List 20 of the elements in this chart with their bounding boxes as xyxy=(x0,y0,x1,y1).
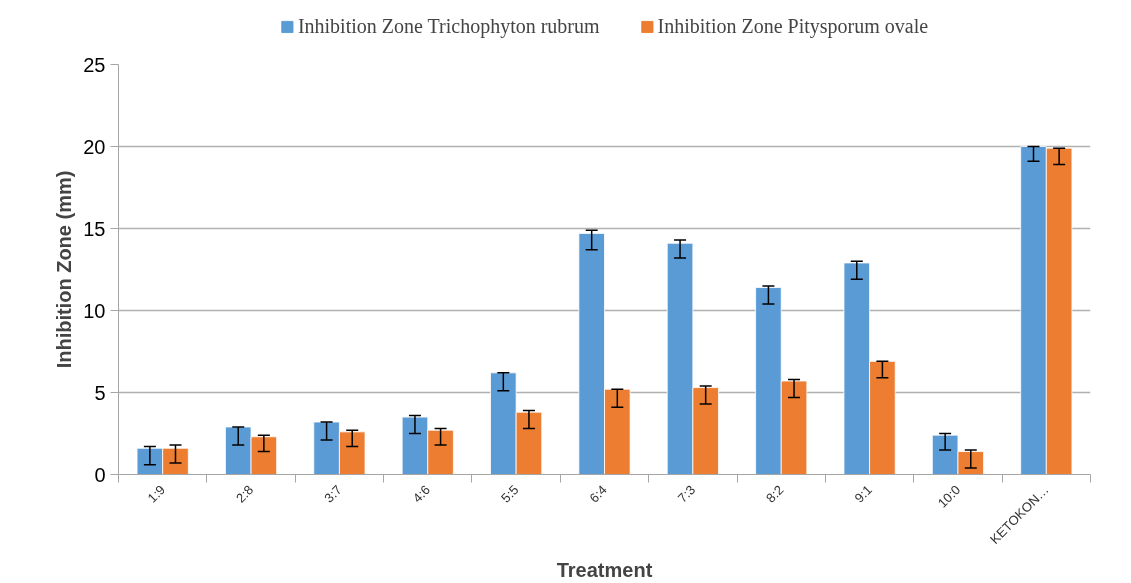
legend-label: Inhibition Zone Pitysporum ovale xyxy=(657,14,929,38)
x-tick-label: 1:9 xyxy=(144,482,168,506)
x-tick-label: 3:7 xyxy=(321,482,345,506)
x-axis-title: Treatment xyxy=(556,559,653,582)
x-tick-label: 10:0 xyxy=(934,482,964,511)
x-tick-label: 6:4 xyxy=(586,482,610,506)
y-tick-label: 0 xyxy=(94,463,106,486)
y-tick-label: 25 xyxy=(83,53,106,76)
x-tick-label: 7:3 xyxy=(674,482,699,506)
x-tick-label: 2:8 xyxy=(232,482,257,506)
x-tick-label: 8:2 xyxy=(763,482,787,506)
y-tick-label: 5 xyxy=(94,381,106,404)
y-tick-label: 20 xyxy=(83,135,106,158)
x-tick-label: 9:1 xyxy=(851,482,875,506)
y-tick-label: 15 xyxy=(83,217,106,240)
legend-label: Inhibition Zone Trichophyton rubrum xyxy=(297,14,600,38)
y-axis-title: Inhibition Zone (mm) xyxy=(53,170,76,369)
x-tick-label: 4:6 xyxy=(409,482,434,506)
y-tick-label: 10 xyxy=(83,299,106,322)
x-tick-label: 5:5 xyxy=(498,482,522,506)
